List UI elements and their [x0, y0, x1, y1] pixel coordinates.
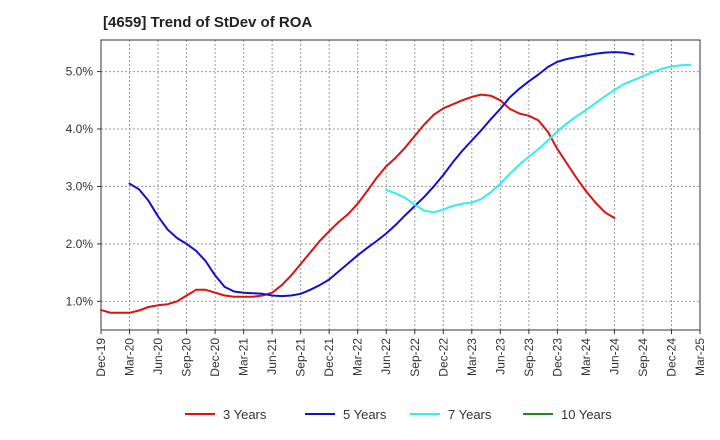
grid-layer: [101, 40, 700, 330]
y-axis-ticks: 1.0% 2.0% 3.0% 4.0% 5.0%: [66, 65, 101, 308]
x-tick-label: Jun-20: [151, 338, 165, 375]
y-tick-label: 2.0%: [66, 237, 94, 251]
y-tick-label: 1.0%: [66, 294, 94, 308]
x-tick-label: Dec-21: [322, 338, 336, 377]
y-tick-label: 5.0%: [66, 65, 94, 79]
plot-frame: [100, 39, 701, 331]
x-tick-label: Jun-23: [493, 338, 507, 375]
x-tick-label: Mar-22: [351, 338, 365, 376]
legend-label-3-years: 3 Years: [223, 407, 267, 422]
series-line-3-years: [100, 93, 616, 314]
x-tick-label: Jun-22: [379, 338, 393, 375]
x-tick-label: Mar-20: [123, 338, 137, 376]
legend-label-10-years: 10 Years: [561, 407, 612, 422]
y-tick-label: 3.0%: [66, 179, 94, 193]
x-tick-label: Jun-24: [607, 338, 621, 375]
x-tick-label: Sep-22: [408, 338, 422, 377]
x-tick-label: Mar-21: [237, 338, 251, 376]
x-tick-label: Dec-24: [664, 338, 678, 377]
legend-label-5-years: 5 Years: [343, 407, 387, 422]
series-line-7-years: [385, 63, 692, 214]
x-tick-label: Mar-25: [693, 338, 707, 376]
x-tick-label: Mar-23: [465, 338, 479, 376]
series-layer: [100, 51, 692, 314]
x-tick-label: Sep-21: [294, 338, 308, 377]
x-tick-label: Sep-20: [180, 338, 194, 377]
x-tick-label: Dec-22: [436, 338, 450, 377]
legend: 3 Years 5 Years 7 Years 10 Years: [185, 407, 612, 422]
legend-label-7-years: 7 Years: [448, 407, 492, 422]
x-tick-label: Mar-24: [579, 338, 593, 376]
x-tick-label: Dec-23: [550, 338, 564, 377]
x-tick-label: Dec-20: [208, 338, 222, 377]
x-tick-label: Jun-21: [265, 338, 279, 375]
x-tick-label: Sep-23: [522, 338, 536, 377]
y-tick-label: 4.0%: [66, 122, 94, 136]
chart-title: [4659] Trend of StDev of ROA: [103, 14, 313, 31]
x-axis-ticks: Dec-19 Mar-20 Jun-20 Sep-20 Dec-20 Mar-21 Jun-…: [94, 330, 707, 377]
x-tick-label: Dec-19: [94, 338, 108, 377]
x-tick-label: Sep-24: [636, 338, 650, 377]
series-line-5-years: [128, 51, 635, 298]
